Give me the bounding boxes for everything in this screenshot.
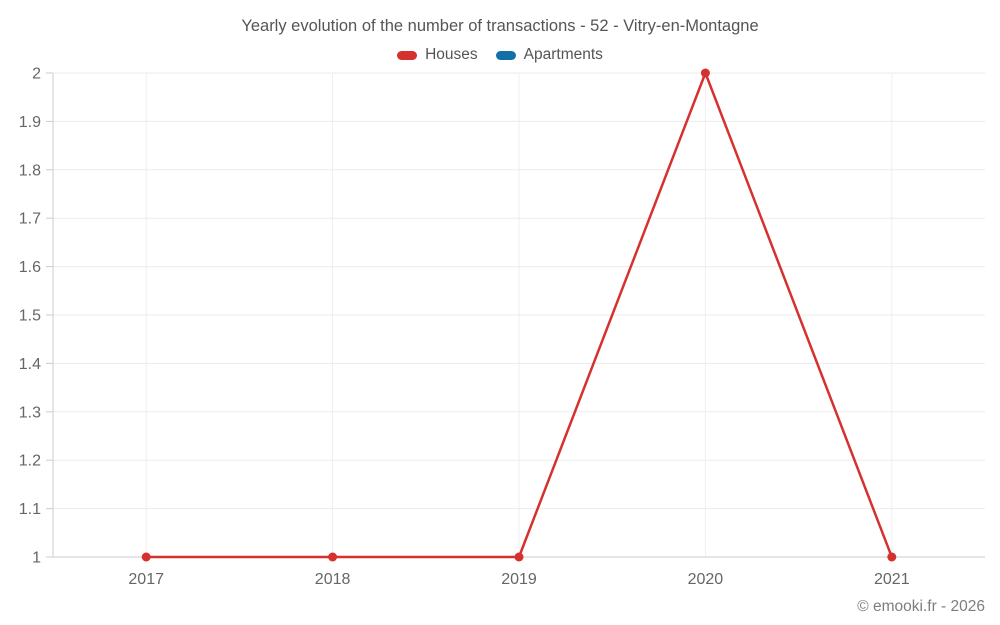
legend: Houses Apartments [0, 46, 1000, 64]
y-axis-label: 1.3 [19, 404, 41, 421]
y-axis-label: 1.4 [19, 356, 41, 373]
x-axis-label: 2021 [874, 571, 910, 588]
y-axis-label: 1.7 [19, 211, 41, 228]
x-axis-label: 2018 [315, 571, 351, 588]
copyright-credit[interactable]: © emooki.fr - 2026 [857, 598, 985, 615]
legend-label-houses: Houses [425, 46, 478, 63]
y-axis-label: 1.9 [19, 114, 41, 131]
legend-item-apartments[interactable]: Apartments [495, 46, 603, 64]
data-point[interactable] [328, 552, 338, 562]
legend-label-apartments: Apartments [523, 46, 603, 63]
x-axis-label: 2019 [501, 571, 537, 588]
y-axis-label: 2 [32, 66, 41, 83]
x-axis-label: 2017 [128, 571, 164, 588]
legend-item-houses[interactable]: Houses [397, 46, 478, 64]
y-axis-label: 1.5 [19, 308, 41, 325]
y-axis-label: 1 [32, 550, 41, 567]
data-point[interactable] [887, 552, 897, 562]
data-point[interactable] [141, 552, 151, 562]
houses-series-marker-icon [397, 50, 418, 60]
y-axis-label: 1.6 [19, 259, 41, 276]
data-point[interactable] [514, 552, 524, 562]
data-point[interactable] [700, 68, 710, 78]
chart-title: Yearly evolution of the number of transa… [241, 17, 759, 35]
y-axis-label: 1.8 [19, 162, 41, 179]
x-axis-label: 2020 [688, 571, 724, 588]
y-axis-label: 1.1 [19, 501, 41, 518]
apartments-series-marker-icon [495, 50, 516, 60]
y-axis-label: 1.2 [19, 453, 41, 470]
